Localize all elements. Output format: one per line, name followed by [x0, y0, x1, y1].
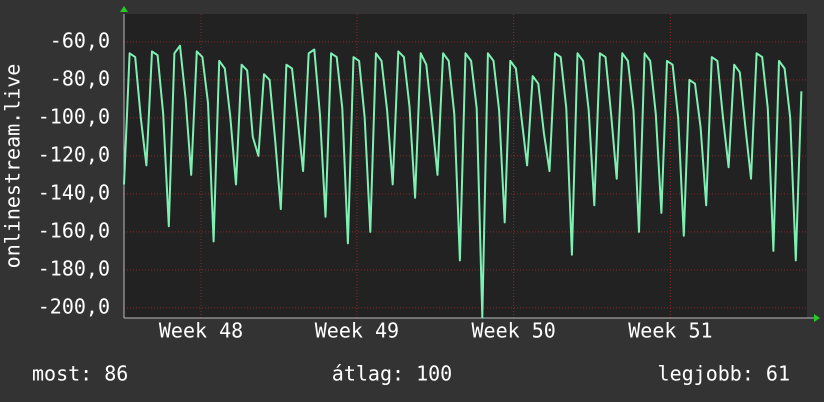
series-line [123, 44, 803, 319]
y-arrow [120, 6, 128, 12]
x-tick-label: Week 49 [315, 319, 399, 343]
y-tick-label: -60,0 [50, 28, 110, 52]
y-tick-label: -100,0 [38, 104, 110, 128]
y-tick-label: -180,0 [38, 256, 110, 280]
x-arrow [814, 314, 820, 322]
y-tick-label: -80,0 [50, 66, 110, 90]
y-axis-title: onlinestream.live [1, 64, 25, 269]
x-tick-label: Week 50 [471, 319, 555, 343]
footer-best: legjobb: 61 [658, 362, 790, 386]
footer-current: most: 86 [32, 362, 128, 386]
x-tick-label: Week 51 [628, 319, 712, 343]
y-tick-label: -140,0 [38, 180, 110, 204]
x-tick-label: Week 48 [159, 319, 243, 343]
y-tick-label: -200,0 [38, 294, 110, 318]
y-tick-label: -160,0 [38, 218, 110, 242]
y-tick-label: -120,0 [38, 142, 110, 166]
footer-average: átlag: 100 [332, 362, 452, 386]
